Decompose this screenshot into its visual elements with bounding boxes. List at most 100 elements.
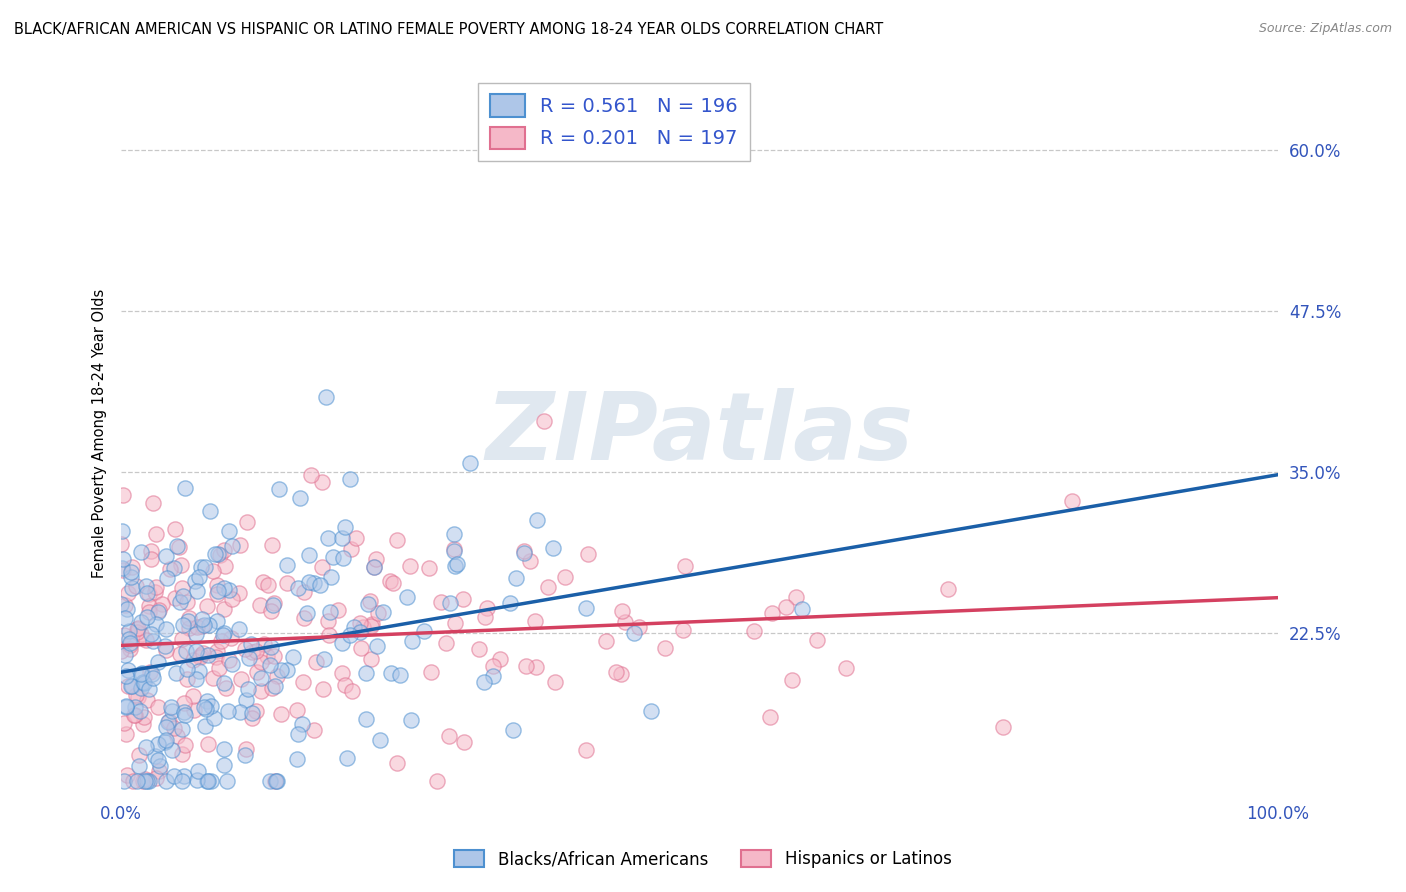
Point <box>118 632 141 646</box>
Point <box>218 524 240 538</box>
Point <box>117 663 139 677</box>
Point <box>673 558 696 573</box>
Point <box>173 705 195 719</box>
Point <box>136 774 159 789</box>
Point <box>155 774 177 789</box>
Point <box>127 624 149 639</box>
Point <box>218 582 240 597</box>
Point <box>326 603 349 617</box>
Point <box>186 772 208 787</box>
Point <box>128 759 150 773</box>
Point <box>157 714 180 728</box>
Point <box>155 639 177 653</box>
Point <box>443 542 465 557</box>
Point <box>401 633 423 648</box>
Point <box>111 552 134 566</box>
Point <box>181 653 204 667</box>
Point <box>120 636 142 650</box>
Point <box>610 603 633 617</box>
Point <box>835 660 858 674</box>
Point <box>156 571 179 585</box>
Point <box>138 774 160 789</box>
Point <box>302 576 325 591</box>
Point <box>172 632 194 647</box>
Point <box>162 704 184 718</box>
Point <box>775 600 797 615</box>
Point <box>131 716 153 731</box>
Point <box>134 774 156 789</box>
Point <box>207 614 229 628</box>
Point <box>165 522 187 536</box>
Point <box>343 620 366 634</box>
Point <box>235 693 257 707</box>
Point <box>188 650 211 665</box>
Point <box>139 552 162 566</box>
Point <box>197 617 219 632</box>
Point <box>249 684 271 698</box>
Point <box>172 581 194 595</box>
Point <box>129 615 152 629</box>
Point <box>276 576 298 591</box>
Point <box>360 619 382 633</box>
Point <box>262 681 284 695</box>
Point <box>197 774 219 789</box>
Point <box>155 720 177 734</box>
Point <box>654 640 676 655</box>
Point <box>157 715 180 730</box>
Point <box>166 539 188 553</box>
Point <box>610 667 633 681</box>
Point <box>263 595 285 609</box>
Point <box>124 707 146 722</box>
Point <box>344 531 367 545</box>
Point <box>413 624 436 638</box>
Point <box>170 774 193 789</box>
Point <box>120 679 142 693</box>
Point <box>111 563 134 577</box>
Point <box>176 672 198 686</box>
Point <box>444 558 467 573</box>
Point <box>159 562 181 576</box>
Text: BLACK/AFRICAN AMERICAN VS HISPANIC OR LATINO FEMALE POVERTY AMONG 18-24 YEAR OLD: BLACK/AFRICAN AMERICAN VS HISPANIC OR LA… <box>14 22 883 37</box>
Point <box>174 481 197 495</box>
Point <box>259 774 281 789</box>
Point <box>118 641 141 656</box>
Point <box>142 671 165 685</box>
Point <box>115 699 138 714</box>
Point <box>125 774 148 789</box>
Point <box>426 774 449 789</box>
Point <box>263 649 285 664</box>
Point <box>153 735 176 749</box>
Point <box>221 657 243 671</box>
Point <box>166 729 188 743</box>
Point <box>318 627 340 641</box>
Point <box>235 741 257 756</box>
Point <box>191 646 214 660</box>
Point <box>385 756 408 770</box>
Point <box>541 541 564 555</box>
Point <box>174 738 197 752</box>
Point <box>398 559 420 574</box>
Point <box>155 622 177 636</box>
Point <box>537 580 560 594</box>
Point <box>172 747 194 762</box>
Point <box>209 634 232 648</box>
Point <box>110 643 132 657</box>
Point <box>276 663 298 677</box>
Point <box>389 668 412 682</box>
Point <box>354 712 377 726</box>
Point <box>117 586 139 600</box>
Point <box>249 598 271 612</box>
Point <box>174 708 197 723</box>
Point <box>595 634 617 648</box>
Point <box>332 551 354 566</box>
Point <box>170 722 193 736</box>
Point <box>218 653 240 667</box>
Point <box>489 652 512 666</box>
Point <box>443 544 465 558</box>
Point <box>193 700 215 714</box>
Point <box>200 774 222 789</box>
Point <box>115 699 138 714</box>
Point <box>194 560 217 574</box>
Point <box>790 602 813 616</box>
Point <box>240 645 263 659</box>
